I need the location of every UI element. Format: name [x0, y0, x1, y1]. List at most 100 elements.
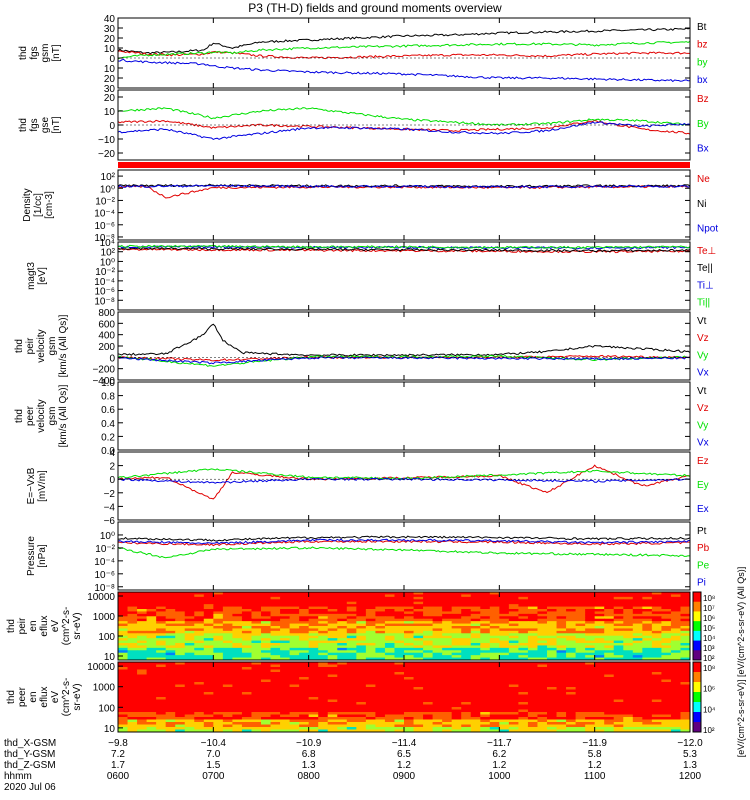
y-tick-label: 100 — [98, 632, 115, 643]
y-axis-label: peir — [25, 337, 36, 354]
legend-entry: Bz — [697, 94, 709, 105]
time-axis-value: −10.9 — [296, 738, 322, 749]
legend-entry: Bt — [697, 22, 707, 33]
y-tick-label: 1000 — [93, 612, 116, 623]
y-axis-label: velocity — [36, 329, 47, 362]
y-tick-label: 10⁻² — [95, 267, 115, 278]
y-axis-label: Pressure — [26, 536, 37, 576]
time-axis-value: 1.2 — [397, 760, 411, 771]
y-tick-label: 10000 — [87, 662, 115, 673]
y-axis-label: gsm — [47, 407, 58, 426]
time-axis-row-label: hhmm — [4, 771, 32, 782]
y-tick-label: 20 — [104, 34, 116, 45]
y-tick-label: 10⁰ — [100, 531, 115, 542]
legend-entry: Ti|| — [697, 297, 710, 308]
colorbar-segment — [693, 592, 701, 602]
colorbar-segment — [693, 611, 701, 621]
y-tick-label: 0.4 — [101, 419, 115, 430]
legend-entry: Vz — [697, 403, 709, 414]
series-line-fgs-gse-0 — [118, 120, 690, 134]
y-axis-label: thd — [14, 339, 25, 353]
colorbar-segment — [693, 650, 701, 660]
panel-frame-temperature — [118, 242, 690, 310]
y-axis-label: peer — [17, 686, 28, 707]
legend-entry: Te|| — [697, 263, 713, 274]
y-tick-label: 1.0 — [101, 378, 115, 389]
y-tick-label: −20 — [98, 149, 115, 160]
time-axis-value: −12.0 — [677, 738, 703, 749]
y-axis-label: en — [28, 620, 39, 631]
time-axis-value: −10.4 — [201, 738, 227, 749]
series-line-fgs-gse-2 — [118, 122, 690, 139]
y-tick-label: 4 — [109, 448, 115, 459]
y-axis-label: peer — [25, 405, 36, 426]
date-label: 2020 Jul 06 — [4, 782, 56, 793]
y-axis-label: [1/cc] — [33, 193, 44, 217]
series-line-pressure-0 — [118, 536, 690, 541]
y-axis-label: eV — [50, 691, 61, 704]
colorbar-tick-label: 10⁶ — [703, 685, 715, 694]
colorbar-segment — [693, 672, 701, 683]
y-axis-label: sr-eV) — [72, 683, 83, 710]
panel-frame-efield — [118, 452, 690, 520]
time-axis-value: −11.4 — [392, 738, 417, 749]
y-tick-label: 1000 — [93, 683, 116, 694]
colorbar-tick-label: 10² — [703, 726, 715, 735]
legend-entry: Ez — [697, 456, 709, 467]
time-axis-value: 0800 — [298, 771, 321, 782]
y-tick-label: 10⁻⁸ — [94, 296, 115, 307]
colorbar-tick-label: 10³ — [703, 644, 715, 653]
time-axis-row-label: thd_X-GSM — [4, 738, 56, 749]
y-axis-label: gse — [40, 117, 51, 134]
y-tick-label: 10 — [104, 724, 116, 735]
time-axis-row-label: thd_Z-GSM — [4, 760, 56, 771]
time-axis-value: 6.5 — [397, 749, 411, 760]
legend-entry: Pi — [697, 577, 706, 588]
y-tick-label: 800 — [98, 308, 115, 319]
y-tick-label: −6 — [104, 516, 116, 527]
colorbar-tick-label: 10⁷ — [703, 604, 715, 613]
y-tick-label: −2 — [104, 489, 116, 500]
y-tick-label: 10 — [104, 44, 116, 55]
time-axis-value: 6.2 — [492, 749, 506, 760]
y-tick-label: 0.2 — [101, 432, 115, 443]
y-tick-label: 100 — [98, 703, 115, 714]
y-tick-label: 0 — [109, 54, 115, 65]
legend-entry: Vx — [697, 437, 709, 448]
legend-entry: Ex — [697, 504, 709, 515]
y-tick-label: 10⁻⁶ — [94, 221, 115, 232]
y-axis-label: eflux — [39, 686, 50, 707]
legend-entry: Vz — [697, 333, 709, 344]
y-tick-label: 0 — [109, 121, 115, 132]
colorbar-label: [eV/(cm^2-s-sr-eV)] [eV/(cm^2-s-sr-eV) (… — [736, 567, 746, 757]
legend-entry: Ne — [697, 174, 710, 185]
time-axis-value: −9.8 — [108, 738, 128, 749]
y-axis-label: [nPa] — [37, 544, 48, 568]
y-tick-label: 10000 — [87, 592, 115, 603]
y-tick-label: 10⁻² — [95, 544, 115, 555]
colorbar-segment — [693, 631, 701, 641]
y-tick-label: 0 — [109, 353, 115, 364]
y-axis-label: fgs — [29, 118, 40, 131]
y-axis-label: [cm-3] — [44, 191, 55, 219]
y-tick-label: 10 — [104, 107, 116, 118]
time-axis-value: −11.9 — [582, 738, 607, 749]
colorbar-segment — [693, 682, 701, 693]
y-tick-label: 10⁻⁴ — [94, 557, 115, 568]
series-line-fgs-gsm-1 — [118, 51, 690, 59]
y-tick-label: 10² — [101, 172, 116, 183]
legend-entry: Vy — [697, 420, 708, 431]
colorbar-tick-label: 10⁸ — [703, 594, 715, 603]
y-tick-label: 0 — [109, 475, 115, 486]
time-axis-value: 1000 — [488, 771, 511, 782]
y-tick-label: 200 — [98, 342, 115, 353]
colorbar-tick-label: 10⁸ — [703, 664, 715, 673]
colorbar-segment — [693, 702, 701, 713]
series-line-density-0 — [118, 186, 690, 198]
y-tick-label: 0.8 — [101, 392, 115, 403]
panel-frame-peir-velocity — [118, 312, 690, 380]
colorbar-segment — [693, 722, 701, 733]
legend-entry: Pb — [697, 543, 710, 554]
y-axis-label: [nT] — [51, 116, 62, 133]
time-axis-value: 1.7 — [111, 760, 125, 771]
